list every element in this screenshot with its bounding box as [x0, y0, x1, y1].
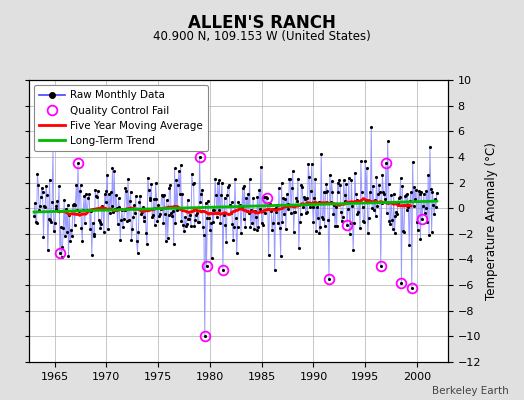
Text: 40.900 N, 109.153 W (United States): 40.900 N, 109.153 W (United States) — [153, 30, 371, 43]
Y-axis label: Temperature Anomaly (°C): Temperature Anomaly (°C) — [485, 142, 498, 300]
Text: ALLEN'S RANCH: ALLEN'S RANCH — [188, 14, 336, 32]
Text: Berkeley Earth: Berkeley Earth — [432, 386, 508, 396]
Legend: Raw Monthly Data, Quality Control Fail, Five Year Moving Average, Long-Term Tren: Raw Monthly Data, Quality Control Fail, … — [34, 85, 209, 151]
